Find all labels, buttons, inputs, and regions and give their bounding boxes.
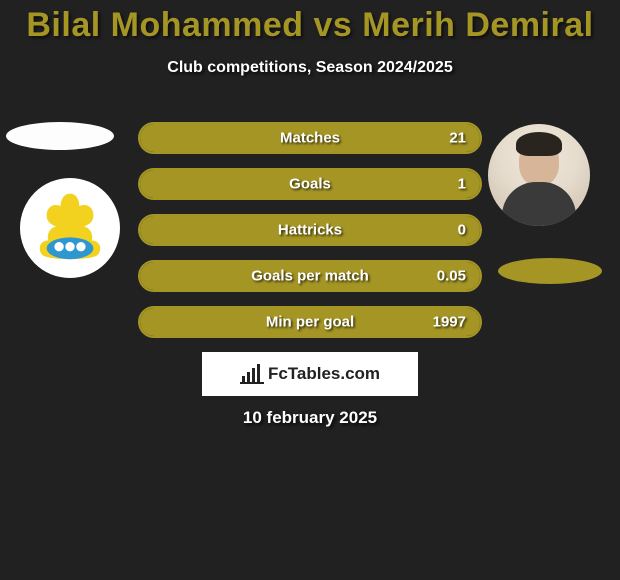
- club-crest-icon: [31, 189, 109, 267]
- page-title: Bilal Mohammed vs Merih Demiral: [0, 0, 620, 45]
- bar-label: Goals: [289, 176, 331, 193]
- bar-goals-per-match: Goals per match 0.05: [138, 260, 482, 292]
- right-player-photo: [488, 124, 590, 226]
- player-hair: [516, 132, 562, 156]
- bar-value: 21: [449, 130, 466, 147]
- bar-label: Matches: [280, 130, 340, 147]
- brand-text: FcTables.com: [268, 364, 380, 384]
- bar-matches: Matches 21: [138, 122, 482, 154]
- bar-label: Hattricks: [278, 222, 342, 239]
- bar-value: 1: [458, 176, 466, 193]
- bar-value: 1997: [433, 314, 466, 331]
- bar-goals: Goals 1: [138, 168, 482, 200]
- bar-label: Min per goal: [266, 314, 354, 331]
- subtitle: Club competitions, Season 2024/2025: [0, 59, 620, 77]
- stats-bars: Matches 21 Goals 1 Hattricks 0 Goals per…: [138, 122, 482, 352]
- bar-label: Goals per match: [251, 268, 369, 285]
- bar-hattricks: Hattricks 0: [138, 214, 482, 246]
- left-shadow-ellipse: [6, 122, 114, 150]
- date-text: 10 february 2025: [243, 408, 377, 428]
- left-club-badge: [20, 178, 120, 278]
- right-shadow-ellipse: [498, 258, 602, 284]
- bar-value: 0.05: [437, 268, 466, 285]
- bar-value: 0: [458, 222, 466, 239]
- brand-badge: FcTables.com: [202, 352, 418, 396]
- bar-min-per-goal: Min per goal 1997: [138, 306, 482, 338]
- bar-chart-icon: [240, 364, 264, 384]
